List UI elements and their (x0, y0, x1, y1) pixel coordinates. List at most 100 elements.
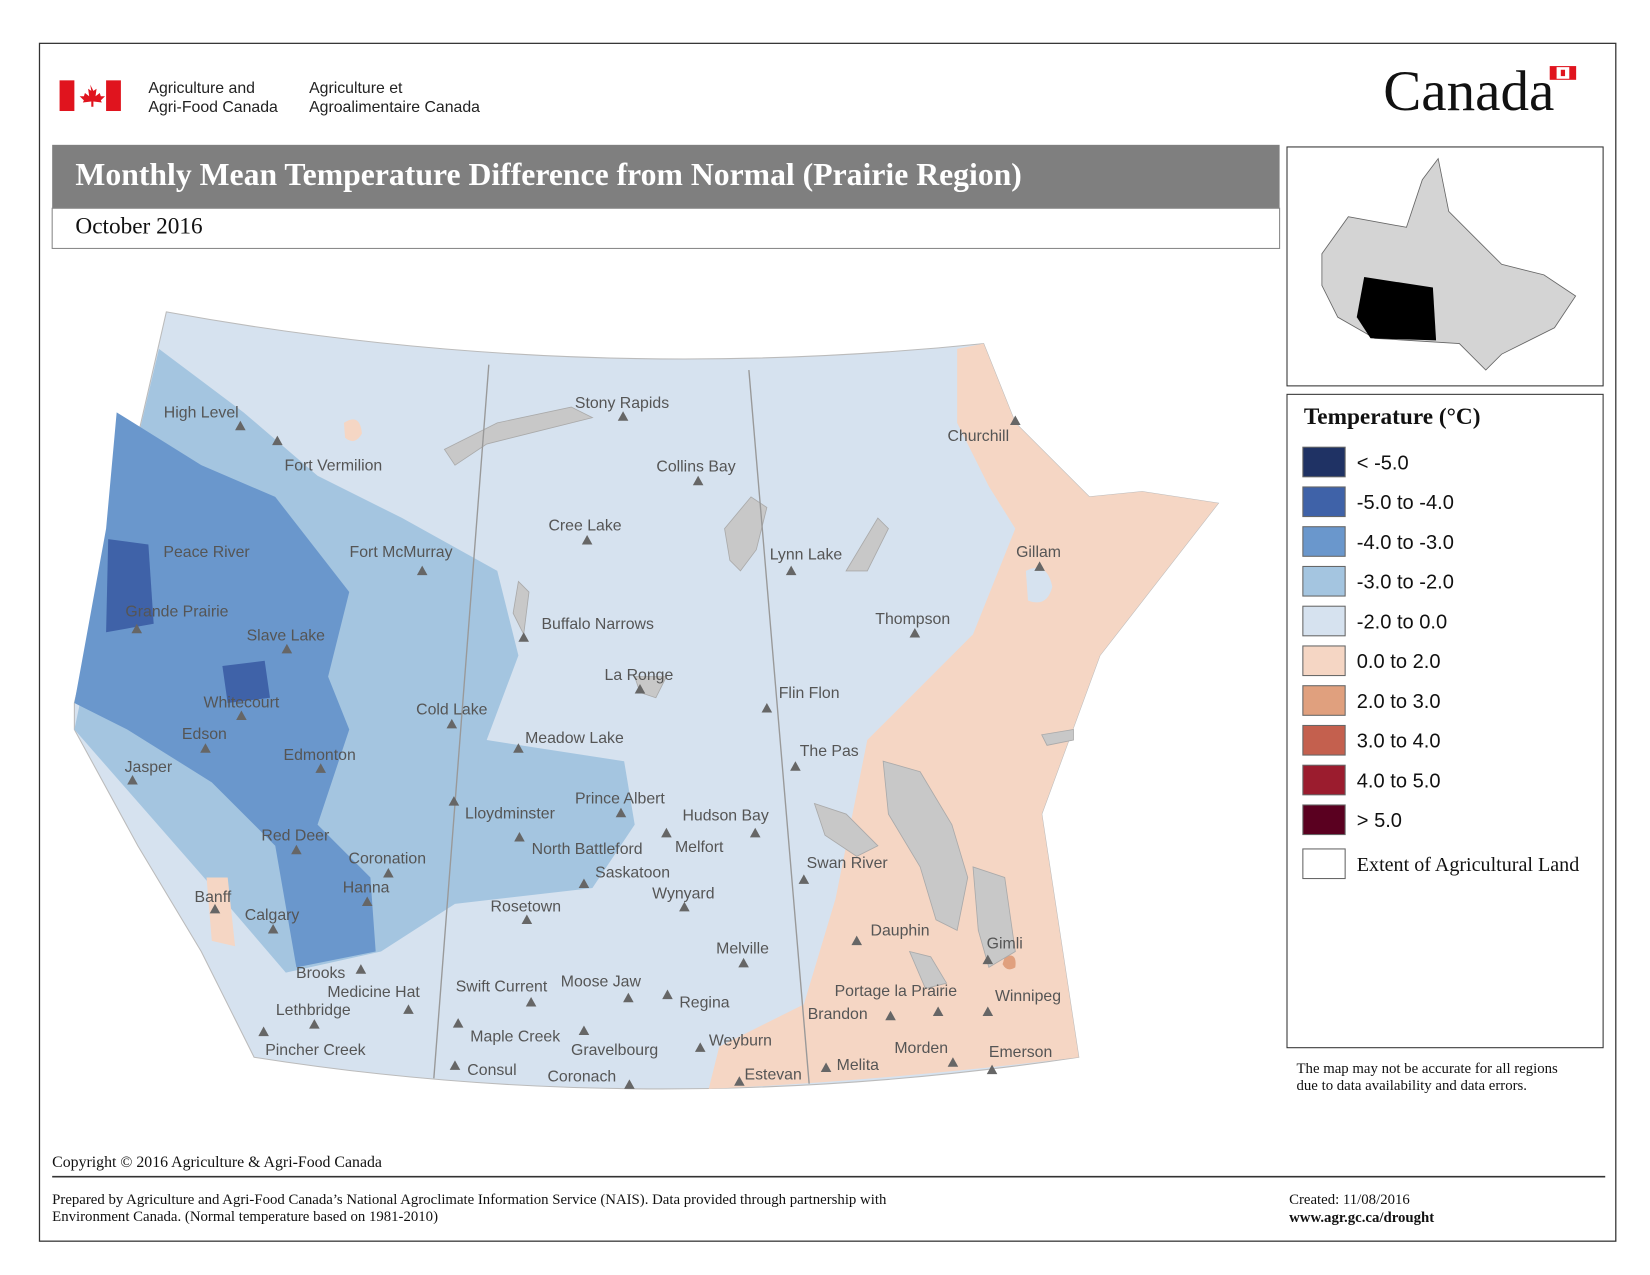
city-label: Edson (182, 726, 227, 743)
city-marker (820, 1062, 832, 1073)
city-label: Red Deer (261, 827, 330, 844)
city-label: Rosetown (491, 898, 561, 915)
city-label: North Battleford (532, 841, 643, 858)
dept-en: Agriculture and (148, 80, 255, 97)
city-label: Whitecourt (204, 694, 280, 711)
city-label: Maple Creek (470, 1028, 560, 1045)
title-bar (52, 144, 1280, 209)
city-label: Stony Rapids (575, 395, 669, 412)
city-label: Buffalo Narrows (541, 616, 654, 633)
disclaimer: The map may not be accurate for all regi… (1297, 1061, 1559, 1077)
city-marker (581, 534, 593, 545)
copyright: Copyright © 2016 Agriculture & Agri-Food… (52, 1154, 382, 1171)
city-marker (785, 565, 797, 576)
legend-swatch (1302, 446, 1346, 478)
city-marker (1034, 561, 1045, 571)
map: High Level Fort Vermilion Stony Rapids Coll… (73, 311, 1220, 1090)
city-label: Dauphin (871, 923, 930, 940)
city-marker (267, 924, 279, 934)
cities: High Level Fort Vermilion Stony Rapids Coll… (125, 395, 1061, 1089)
city-marker (851, 935, 863, 946)
city-label: Calgary (245, 907, 300, 924)
city-label: Regina (679, 995, 729, 1012)
city-label: Thompson (875, 611, 950, 628)
city-label: Medicine Hat (327, 984, 420, 1001)
legend-swatch (1302, 565, 1346, 597)
city-marker (361, 896, 373, 907)
city-label: The Pas (800, 743, 859, 760)
created: Created: 11/08/2016 (1289, 1192, 1410, 1208)
city-marker (416, 565, 428, 576)
city-marker (624, 1079, 635, 1089)
zone (1025, 567, 1053, 603)
city-marker (449, 1060, 461, 1070)
city-marker (200, 743, 211, 753)
city-label: Coronation (349, 851, 427, 868)
city-label: Lloydminster (465, 805, 556, 822)
legend: < -5.0 -5.0 to -4.0 -4.0 to -3.0 -3.0 to -2… (1302, 446, 1579, 880)
city-marker (790, 761, 801, 771)
city-marker (634, 684, 646, 694)
subtitle-bar (51, 207, 1281, 249)
zone (708, 343, 1219, 1089)
city-marker (403, 1004, 414, 1014)
prepared: Prepared by Agriculture and Agri-Food Ca… (52, 1192, 887, 1208)
legend-swatch (1302, 764, 1346, 796)
city-label: Hudson Bay (682, 807, 768, 824)
legend-swatch (1302, 526, 1346, 557)
city-label: Collins Bay (656, 459, 735, 476)
city-marker (525, 996, 537, 1007)
city-marker (734, 1076, 745, 1086)
city-label: Swan River (807, 855, 889, 872)
city-marker (258, 1026, 269, 1037)
city-marker (617, 411, 629, 421)
city-label: High Level (164, 405, 239, 422)
city-label: Meadow Lake (525, 730, 624, 747)
legend-label: 2.0 to 3.0 (1357, 691, 1441, 713)
borders (433, 364, 810, 1084)
city-marker (692, 475, 704, 486)
city-label: Edmonton (284, 747, 356, 764)
legend-swatch (1302, 804, 1346, 836)
city-label: Estevan (745, 1066, 802, 1083)
zone (106, 539, 154, 633)
city-label: Lynn Lake (770, 546, 843, 563)
city-label: Winnipeg (995, 988, 1061, 1005)
legend-swatch (1302, 645, 1346, 677)
legend-swatch (1302, 605, 1346, 637)
city-marker (291, 844, 302, 855)
wordmark-flag (1549, 66, 1577, 80)
legend-swatch (1302, 486, 1346, 518)
city-label: Slave Lake (247, 628, 326, 645)
city-label: Melita (837, 1057, 879, 1074)
city-label: Moose Jaw (561, 973, 642, 990)
city-label: Cold Lake (416, 702, 488, 719)
city-label: Melville (716, 941, 769, 958)
legend-label: -2.0 to 0.0 (1357, 611, 1447, 633)
city-label: Prince Albert (575, 790, 665, 807)
legend-label: > 5.0 (1357, 810, 1402, 832)
city-label: Pincher Creek (265, 1042, 365, 1059)
city-marker (315, 763, 326, 773)
city-label: Coronach (547, 1069, 616, 1086)
city-label: Gimli (987, 935, 1023, 952)
city-marker (909, 627, 921, 638)
city-marker (1010, 415, 1021, 425)
city-marker (932, 1006, 944, 1016)
zone (74, 412, 376, 968)
city-label: Peace River (163, 544, 250, 561)
city-marker (661, 827, 672, 838)
city-marker (623, 992, 634, 1003)
legend-label: Extent of Agricultural Land (1357, 854, 1579, 876)
city-marker (982, 954, 994, 965)
city-marker (236, 710, 247, 720)
disclaimer: due to data availability and data errors… (1297, 1078, 1528, 1094)
city-label: Gillam (1016, 544, 1061, 561)
city-marker (518, 632, 529, 642)
city-marker (986, 1064, 998, 1075)
city-marker (947, 1057, 959, 1067)
city-label: Weyburn (709, 1033, 772, 1050)
city-marker (694, 1042, 706, 1052)
city-marker (355, 964, 367, 974)
